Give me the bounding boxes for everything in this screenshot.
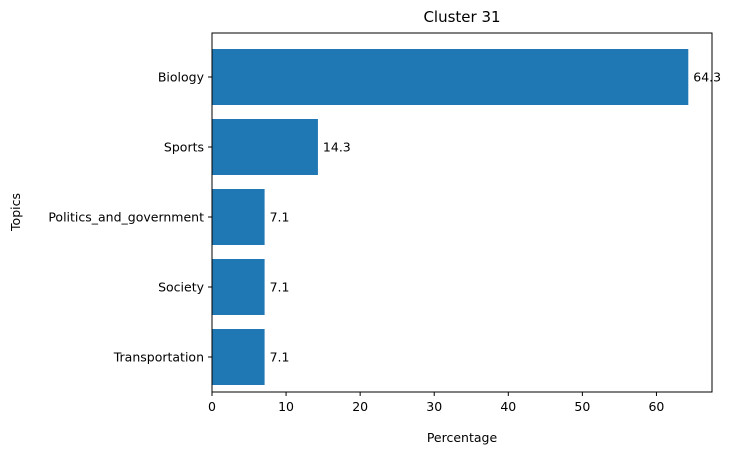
x-tick-label: 30: [426, 399, 442, 414]
bar-sports: [212, 119, 318, 175]
x-tick-label: 20: [352, 399, 368, 414]
data-label: 7.1: [270, 210, 290, 225]
data-label: 14.3: [323, 140, 351, 155]
x-tick-label: 60: [648, 399, 664, 414]
y-tick-label: Society: [158, 280, 205, 295]
data-label: 64.3: [693, 70, 721, 85]
data-label: 7.1: [270, 350, 290, 365]
x-tick-label: 40: [500, 399, 516, 414]
bar-society: [212, 259, 265, 315]
x-tick-label: 10: [278, 399, 294, 414]
plot-frame: [211, 32, 713, 393]
x-axis-label: Percentage: [427, 430, 498, 445]
bar-transportation: [212, 329, 265, 385]
bar-politics-and-government: [212, 189, 265, 245]
y-tick-label: Transportation: [113, 350, 204, 365]
bar-biology: [212, 49, 689, 105]
y-axis-label: Topics: [8, 193, 23, 232]
x-tick-label: 50: [574, 399, 590, 414]
y-tick-label: Sports: [164, 140, 204, 155]
y-tick-label: Biology: [158, 70, 205, 85]
x-tick-label: 0: [208, 399, 216, 414]
chart-title: Cluster 31: [423, 8, 500, 26]
y-tick-label: Politics_and_government: [48, 210, 204, 225]
data-label: 7.1: [270, 280, 290, 295]
